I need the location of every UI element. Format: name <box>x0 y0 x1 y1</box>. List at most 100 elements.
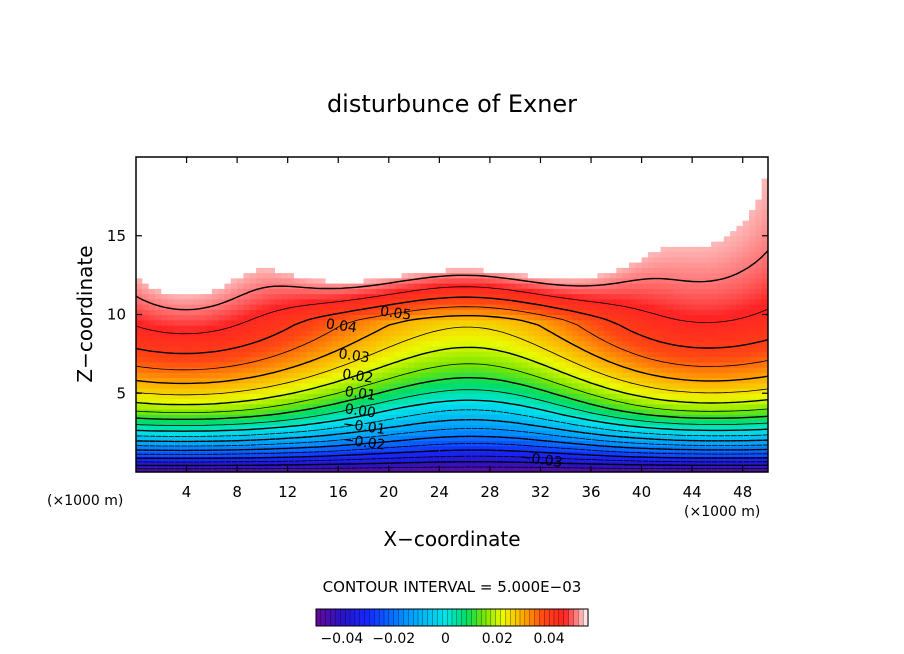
field-cell <box>647 330 655 337</box>
field-cell <box>761 419 768 426</box>
field-cell <box>597 272 605 279</box>
field-cell <box>414 414 421 421</box>
field-cell <box>534 440 542 447</box>
field-cell <box>572 235 579 242</box>
field-cell <box>262 403 270 410</box>
field-cell <box>186 293 194 300</box>
field-cell <box>287 456 295 463</box>
field-cell <box>243 340 251 347</box>
field-cell <box>211 403 219 410</box>
field-cell <box>325 314 333 321</box>
field-cell <box>363 445 371 452</box>
field-cell <box>369 262 377 268</box>
field-cell <box>666 304 674 310</box>
field-cell <box>148 214 156 221</box>
field-cell <box>414 230 421 237</box>
field-cell <box>445 393 453 400</box>
field-cell <box>692 277 700 284</box>
field-cell <box>224 309 232 316</box>
field-cell <box>578 220 586 226</box>
field-cell <box>401 235 409 242</box>
field-cell <box>489 304 497 310</box>
field-cell <box>704 230 712 237</box>
field-cell <box>426 461 434 468</box>
field-cell <box>578 225 586 232</box>
field-cell <box>635 340 643 347</box>
field-cell <box>388 361 396 368</box>
field-cell <box>496 230 504 237</box>
field-cell <box>723 214 731 221</box>
field-cell <box>199 330 207 337</box>
field-cell <box>420 398 428 405</box>
field-cell <box>382 461 390 468</box>
field-cell <box>704 361 712 368</box>
field-cell <box>331 451 339 457</box>
field-cell <box>464 325 472 331</box>
field-cell <box>192 304 200 310</box>
field-cell <box>136 214 143 221</box>
field-cell <box>357 267 365 274</box>
field-cell <box>641 388 649 394</box>
field-cell <box>287 361 295 368</box>
field-cell <box>363 230 371 237</box>
field-cell <box>256 435 263 442</box>
field-cell <box>470 246 478 253</box>
field-cell <box>749 445 756 452</box>
field-cell <box>357 372 365 379</box>
field-cell <box>470 351 478 358</box>
field-cell <box>268 277 276 284</box>
field-cell <box>515 377 523 384</box>
field-cell <box>331 214 339 221</box>
field-cell <box>325 319 333 326</box>
field-cell <box>262 293 270 300</box>
field-cell <box>755 283 763 289</box>
field-cell <box>477 288 485 295</box>
field-cell <box>534 456 542 463</box>
field-cell <box>559 440 567 447</box>
field-cell <box>268 335 276 342</box>
field-cell <box>344 403 352 410</box>
field-cell <box>515 398 523 405</box>
field-cell <box>237 346 245 352</box>
field-cell <box>761 241 768 247</box>
field-cell <box>565 388 573 394</box>
field-cell <box>603 403 611 410</box>
field-cell <box>331 440 339 447</box>
field-cell <box>426 372 434 379</box>
field-cell <box>306 419 314 426</box>
field-cell <box>243 314 251 321</box>
field-cell <box>749 293 756 300</box>
field-cell <box>275 214 282 221</box>
field-cell <box>211 241 219 247</box>
field-cell <box>673 235 681 242</box>
field-cell <box>452 225 459 232</box>
field-cell <box>420 367 428 373</box>
field-cell <box>641 272 649 279</box>
field-cell <box>622 351 630 358</box>
field-cell <box>660 288 668 295</box>
field-cell <box>477 409 485 415</box>
field-cell <box>610 367 617 373</box>
field-cell <box>578 335 586 342</box>
field-cell <box>483 262 491 268</box>
field-cell <box>344 456 352 463</box>
field-cell <box>161 356 169 363</box>
field-cell <box>761 372 768 379</box>
field-cell <box>136 304 143 310</box>
field-cell <box>243 403 251 410</box>
field-cell <box>319 241 327 247</box>
field-cell <box>338 277 346 284</box>
field-cell <box>268 451 276 457</box>
field-cell <box>654 456 662 463</box>
field-cell <box>199 230 207 237</box>
field-cell <box>477 403 485 410</box>
field-cell <box>414 403 421 410</box>
field-cell <box>647 451 655 457</box>
field-cell <box>534 451 542 457</box>
field-cell <box>154 235 162 242</box>
field-cell <box>312 214 320 221</box>
field-cell <box>717 309 725 316</box>
field-cell <box>584 356 592 363</box>
field-cell <box>445 256 453 263</box>
field-cell <box>616 325 624 331</box>
